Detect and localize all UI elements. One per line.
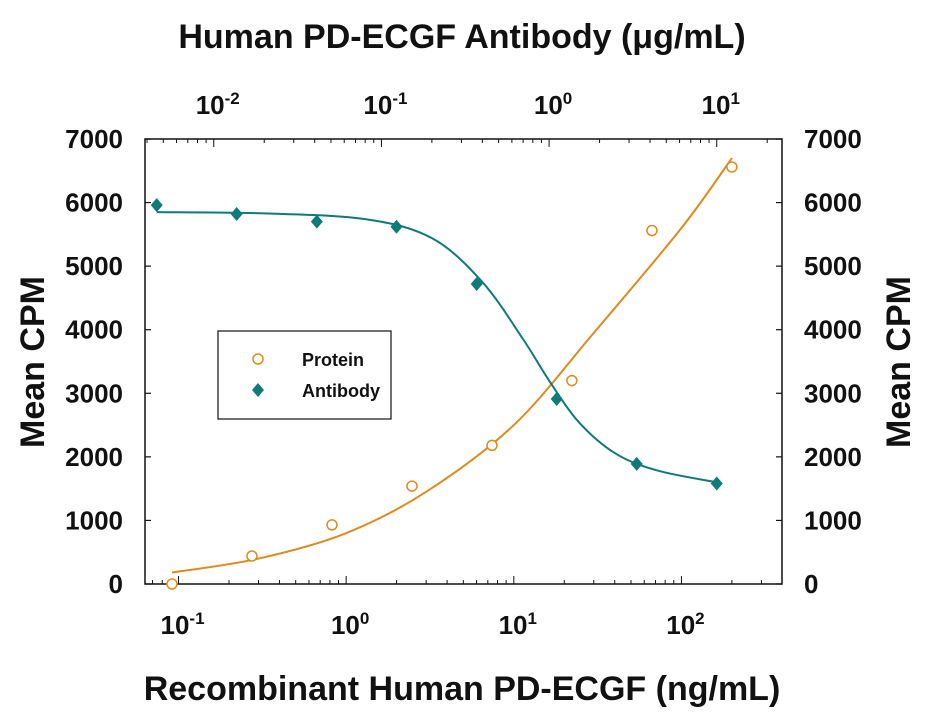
left-y-tick-label: 6000 xyxy=(65,188,123,218)
protein-fit-curve xyxy=(171,157,733,574)
protein-data-point xyxy=(326,519,338,531)
antibody-data-point xyxy=(150,198,163,213)
protein-data-point xyxy=(566,374,578,387)
right-y-tick-label: 1000 xyxy=(804,505,862,535)
fit-curves-layer xyxy=(156,157,733,574)
antibody-data-point xyxy=(390,219,403,234)
protein-data-point xyxy=(406,480,418,492)
bottom-x-tick-label: 101 xyxy=(499,609,537,640)
left-y-tick-label: 5000 xyxy=(65,251,123,281)
protein-data-point xyxy=(726,161,738,173)
antibody-data-point xyxy=(230,207,243,222)
bottom-x-tick-label: 10-1 xyxy=(160,609,204,640)
right-y-tick-label: 3000 xyxy=(804,378,862,408)
top-x-tick-label: 10-2 xyxy=(196,89,240,120)
right-y-tick-label: 7000 xyxy=(804,124,862,154)
antibody-data-point xyxy=(550,392,563,407)
top-axis-title: Human PD-ECGF Antibody (μg/mL) xyxy=(178,18,745,56)
legend-protein-label: Protein xyxy=(302,350,364,370)
left-y-tick-label: 1000 xyxy=(65,505,123,535)
protein-data-point xyxy=(646,224,658,237)
legend-antibody-label: Antibody xyxy=(302,381,380,401)
top-x-tick-label: 101 xyxy=(702,89,740,120)
protein-data-point xyxy=(166,578,178,590)
data-points-layer xyxy=(150,161,738,590)
left-axis-title: Mean CPM xyxy=(14,276,52,448)
bottom-x-tick-label: 100 xyxy=(331,609,369,640)
top-x-tick-label: 100 xyxy=(534,89,572,120)
right-y-tick-label: 2000 xyxy=(804,442,862,472)
bottom-x-tick-label: 102 xyxy=(666,609,704,640)
legend: Protein Antibody xyxy=(217,330,392,420)
left-y-tick-label: 2000 xyxy=(65,442,123,472)
legend-box xyxy=(217,330,392,420)
top-x-tick-label: 10-1 xyxy=(363,89,407,120)
right-y-tick-label: 6000 xyxy=(804,188,862,218)
protein-data-point xyxy=(486,439,498,452)
right-y-tick-label: 4000 xyxy=(804,315,862,345)
antibody-data-point xyxy=(630,456,643,471)
left-y-tick-label: 0 xyxy=(109,569,123,599)
left-y-tick-label: 7000 xyxy=(65,124,123,154)
legend-antibody-marker xyxy=(252,383,264,397)
bottom-axis-title: Recombinant Human PD-ECGF (ng/mL) xyxy=(144,670,781,708)
ticks-layer: 0 0 1000 1000 2000 2000 3000 3000 4000 4000 5000 50… xyxy=(65,89,862,640)
antibody-data-point xyxy=(310,214,323,229)
right-y-tick-label: 0 xyxy=(804,569,818,599)
left-y-tick-label: 4000 xyxy=(65,315,123,345)
protein-data-point xyxy=(246,550,258,562)
left-y-tick-label: 3000 xyxy=(65,378,123,408)
antibody-data-point xyxy=(470,276,483,291)
right-axis-title: Mean CPM xyxy=(880,276,918,448)
antibody-fit-curve xyxy=(156,211,717,484)
right-y-tick-label: 5000 xyxy=(804,251,862,281)
legend-protein-marker xyxy=(252,353,264,365)
antibody-data-point xyxy=(710,476,723,491)
